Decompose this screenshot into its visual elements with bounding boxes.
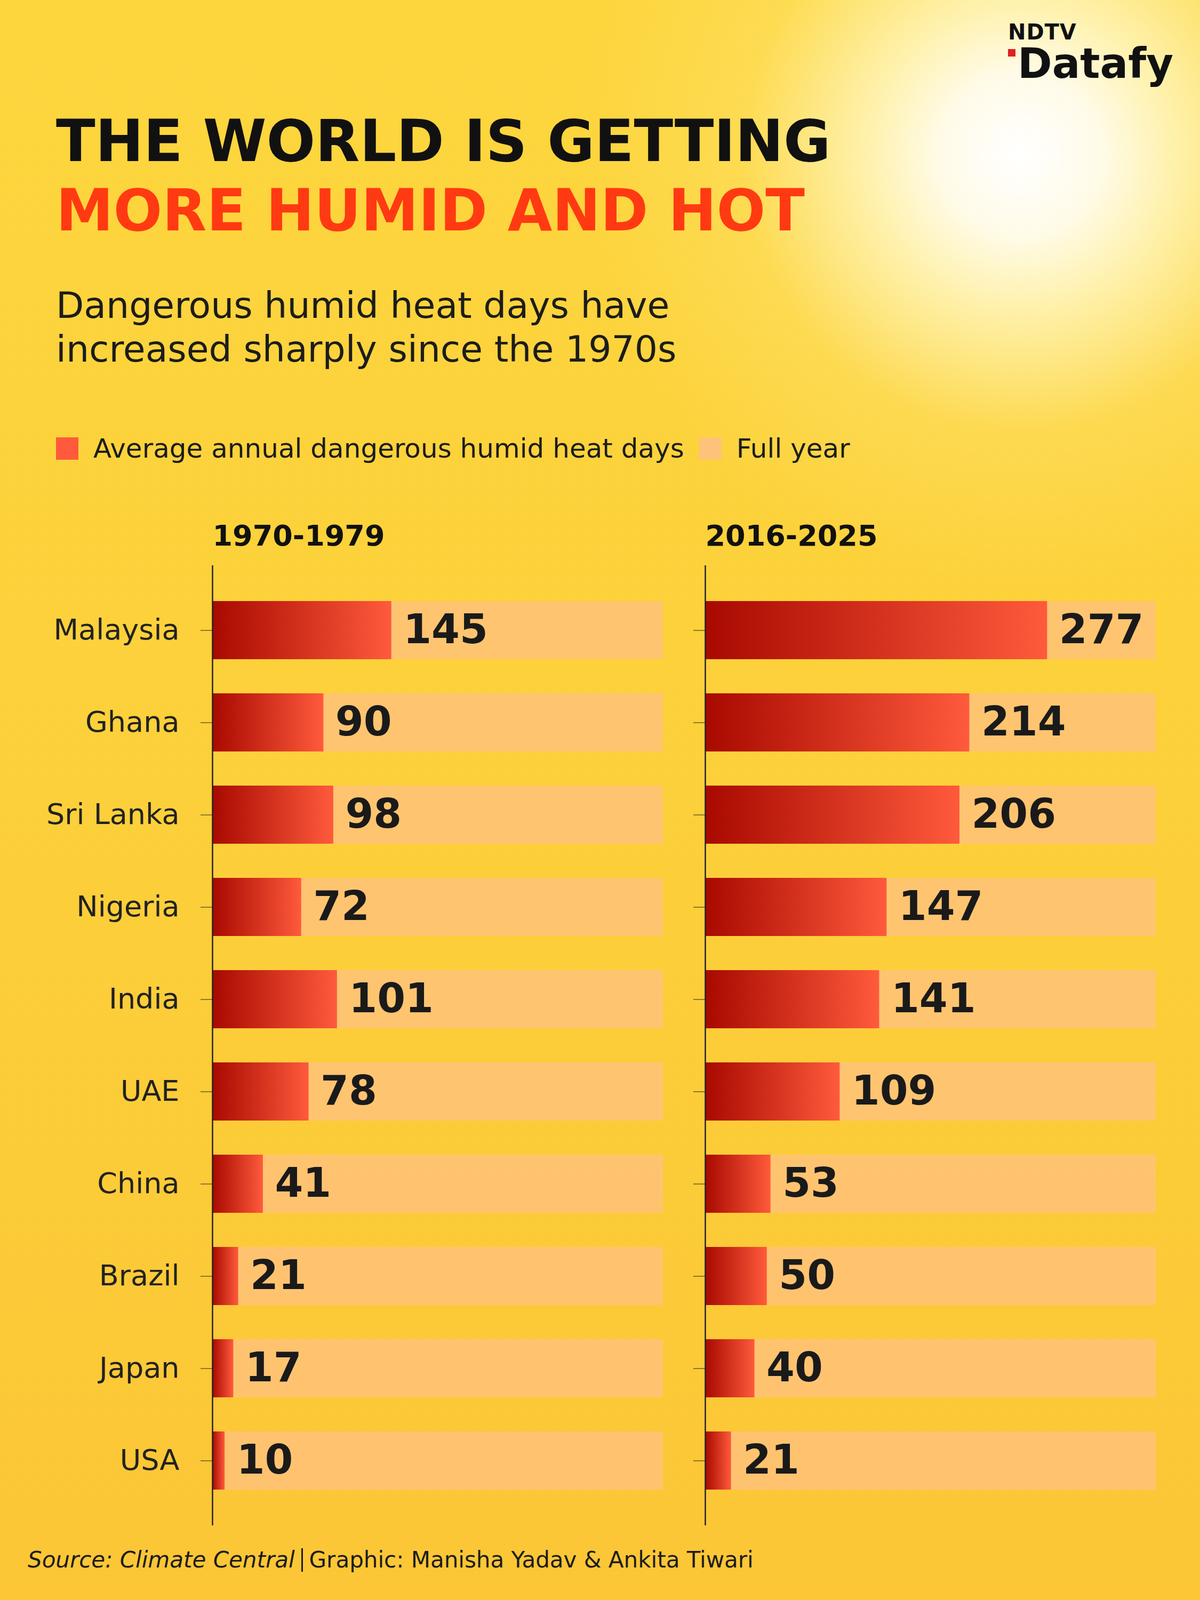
html-text:MORE HUMID AND HOT: MORE HUMID AND HOT: [56, 176, 805, 244]
html-text:Datafy: Datafy: [1017, 39, 1174, 88]
svg-text:147: 147: [898, 882, 984, 930]
html-text:Full year: Full year: [736, 433, 851, 464]
svg-text:41: 41: [274, 1158, 332, 1207]
svg-text:50: 50: [778, 1251, 836, 1299]
svg-text:2016-2025: 2016-2025: [705, 518, 878, 553]
svg-text:Nigeria: Nigeria: [76, 889, 180, 924]
html-text:Dangerous humid heat days have: Dangerous humid heat days have increased…: [56, 284, 677, 370]
svg-text:98: 98: [345, 789, 402, 838]
html-text:Average annual dangerous humid: Average annual dangerous humid heat days: [93, 433, 685, 464]
svg-text:Sri Lanka: Sri Lanka: [46, 797, 180, 831]
svg-text:21: 21: [250, 1251, 307, 1299]
svg-text:Brazil: Brazil: [99, 1258, 180, 1293]
svg-text:277: 277: [1059, 605, 1144, 653]
svg-text:UAE: UAE: [120, 1074, 180, 1108]
svg-text:214: 214: [981, 697, 1067, 746]
svg-text:141: 141: [891, 974, 976, 1022]
svg-text:40: 40: [766, 1343, 823, 1391]
svg-text:17: 17: [245, 1343, 302, 1391]
svg-text:206: 206: [971, 789, 1056, 838]
svg-text:Malaysia: Malaysia: [53, 612, 180, 647]
svg-text:145: 145: [403, 605, 488, 653]
svg-text:1970-1979: 1970-1979: [212, 518, 386, 553]
svg-text:10: 10: [236, 1435, 294, 1484]
svg-text:53: 53: [782, 1158, 839, 1207]
svg-text:90: 90: [335, 697, 392, 746]
svg-text:78: 78: [320, 1066, 378, 1115]
svg-text:101: 101: [348, 974, 434, 1022]
svg-text:72: 72: [313, 882, 370, 930]
html-text:THE WORLD IS GETTING: THE WORLD IS GETTING: [56, 107, 831, 175]
html-text:Graphic: Manisha Yadav & Ankit: Graphic: Manisha Yadav & Ankita Tiwari: [309, 1546, 754, 1573]
svg-text:Japan: Japan: [97, 1350, 180, 1385]
svg-text:109: 109: [851, 1066, 937, 1115]
svg-text:21: 21: [742, 1435, 800, 1484]
svg-text:USA: USA: [120, 1443, 180, 1477]
html-text:NDTV: NDTV: [1007, 19, 1077, 45]
svg-text:Ghana: Ghana: [85, 705, 180, 739]
svg-text:China: China: [97, 1166, 180, 1200]
html-text:Source: Climate Central: Source: Climate Central: [27, 1546, 295, 1573]
svg-text:India: India: [108, 981, 180, 1016]
